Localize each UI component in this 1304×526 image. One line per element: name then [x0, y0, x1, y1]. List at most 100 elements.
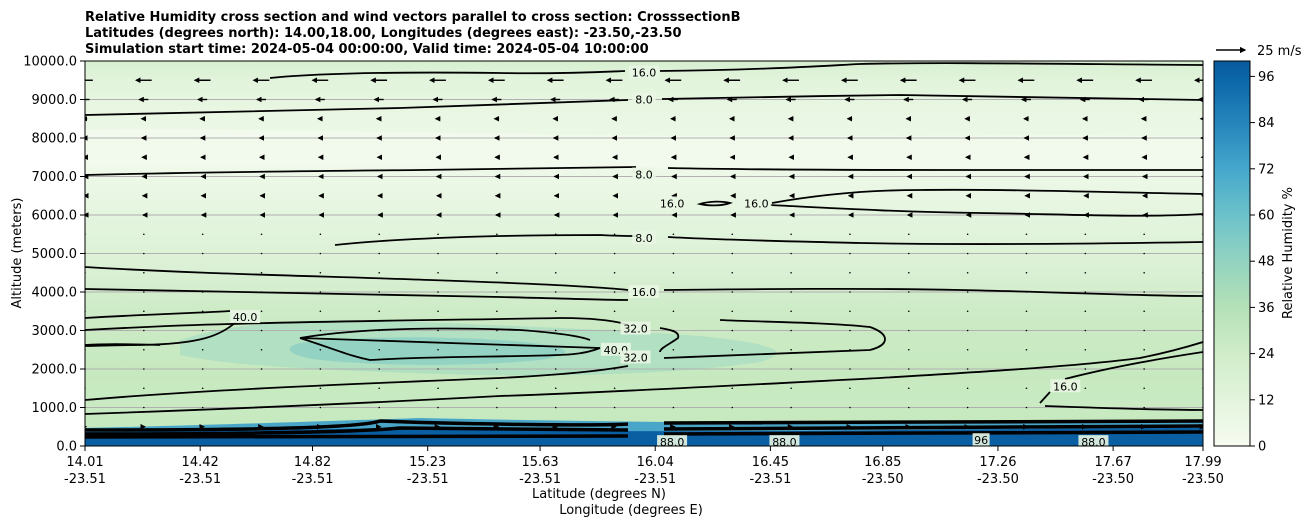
wind-vector	[378, 310, 381, 313]
wind-vector	[731, 368, 734, 370]
wind-vector	[554, 291, 557, 293]
wind-vector	[849, 252, 851, 255]
y-tick-label: 9000.0	[32, 93, 78, 108]
wind-vector	[437, 271, 439, 274]
wind-vector	[790, 271, 792, 274]
wind-vector	[319, 310, 322, 313]
colorbar-label: Relative Humidity %	[1281, 187, 1296, 319]
contour-40-core	[299, 327, 601, 361]
contour-label-bg	[657, 435, 688, 446]
wind-vector	[672, 368, 675, 370]
wind-vector	[554, 348, 557, 351]
wind-vector	[1143, 329, 1145, 332]
wind-vector	[143, 252, 145, 255]
wind-vector	[260, 329, 263, 332]
wind-vector	[790, 310, 792, 313]
wind-vector	[319, 291, 322, 293]
wind-vector	[378, 348, 381, 351]
wind-vector	[907, 329, 910, 332]
wind-vector	[790, 252, 792, 255]
wind-vector	[907, 406, 910, 409]
x-tick-label-lat: 16.85	[864, 455, 901, 470]
title-line-3: Simulation start time: 2024-05-04 00:00:…	[85, 42, 649, 57]
wind-vector	[1143, 291, 1145, 293]
y-axis-label: Altitude (meters)	[10, 198, 25, 309]
contour-label: 8.0	[635, 169, 653, 182]
colorbar-tick-label: 72	[1258, 162, 1275, 177]
contour-label-bg	[629, 285, 659, 298]
contour-label: 8.0	[635, 94, 653, 107]
y-tick-label: 2000.0	[32, 363, 78, 378]
wind-vector	[731, 387, 734, 390]
wind-vector	[554, 271, 557, 274]
wind-vector	[849, 310, 851, 313]
x-tick-label-lat: 16.45	[752, 455, 789, 470]
wind-vector	[672, 233, 675, 236]
wind-vector	[496, 291, 498, 293]
wind-vector	[1025, 271, 1028, 274]
wind-vector	[672, 271, 675, 274]
wind-vector	[1143, 252, 1145, 255]
wind-vector	[496, 329, 498, 332]
wind-vector	[554, 329, 557, 332]
wind-vector	[260, 368, 263, 370]
wind-vector	[1143, 310, 1145, 313]
wind-vector	[731, 252, 734, 255]
contour-32-upper	[85, 310, 680, 353]
wind-vector	[613, 291, 616, 293]
wind-vector	[1084, 310, 1087, 313]
x-tick-label-lat: 17.99	[1184, 455, 1221, 470]
wind-vector	[966, 387, 969, 390]
contour-24-lower	[85, 341, 1203, 415]
x-tick-label-lon: -23.50	[1092, 472, 1134, 487]
colorbar-tick-label: 12	[1258, 393, 1275, 408]
wind-vector	[554, 406, 557, 409]
wind-vector	[437, 348, 439, 351]
wind-vector	[319, 368, 322, 370]
contour-label: 16.0	[744, 197, 769, 210]
y-tick-label: 7000.0	[32, 170, 78, 185]
wind-vector	[731, 233, 734, 236]
wind-vector	[907, 368, 910, 370]
wind-vector	[613, 329, 616, 332]
wind-vector	[554, 252, 557, 255]
wind-vector	[790, 368, 792, 370]
wind-vector	[143, 368, 145, 370]
contour-label: 32.0	[623, 323, 648, 336]
contour-label-bg	[741, 196, 772, 210]
contour-lines	[85, 62, 1203, 439]
quiver-key-label: 25 m/s	[1257, 44, 1302, 59]
wind-vector	[1084, 406, 1087, 409]
wind-vector	[672, 387, 675, 390]
contour-label-bg	[632, 231, 656, 245]
wind-vector	[378, 233, 381, 236]
wind-vector	[966, 233, 969, 236]
colorbar-tick-label: 0	[1258, 440, 1266, 455]
wind-vector	[496, 252, 498, 255]
wind-vector	[319, 387, 322, 390]
wind-vector	[201, 406, 204, 409]
wind-vector	[1025, 329, 1028, 332]
chart-title: Relative Humidity cross section and wind…	[85, 10, 741, 57]
wind-vector	[731, 310, 734, 313]
wind-vector	[1025, 406, 1028, 409]
wind-vector	[849, 329, 851, 332]
wind-vector	[672, 291, 675, 293]
contour-16-right	[771, 188, 1203, 204]
x-tick-label-lon: -23.51	[749, 472, 791, 487]
wind-vector	[437, 252, 439, 255]
wind-vector	[907, 291, 910, 293]
colorbar-tick-label: 60	[1258, 209, 1275, 224]
wind-vector	[1143, 387, 1145, 390]
wind-vector	[613, 387, 616, 390]
wind-vector	[966, 252, 969, 255]
wind-vector	[496, 368, 498, 370]
x-tick-label-lon: -23.51	[407, 472, 449, 487]
wind-vector	[260, 310, 263, 313]
contour-label-bg	[657, 196, 688, 210]
wind-vector	[966, 329, 969, 332]
wind-vector	[849, 271, 851, 274]
x-tick-label-lon: -23.50	[977, 472, 1019, 487]
wind-vector	[437, 233, 439, 236]
wind-vector	[790, 406, 792, 409]
